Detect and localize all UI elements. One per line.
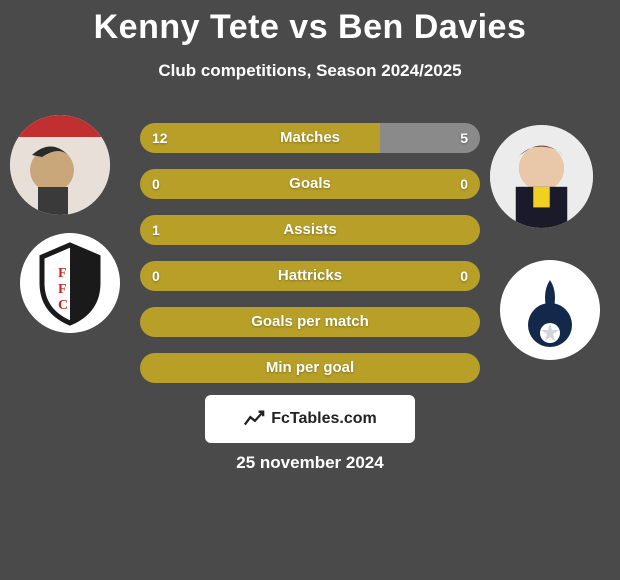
stat-bar-left: [140, 215, 480, 245]
player-left-avatar: [10, 115, 110, 215]
svg-text:F: F: [58, 266, 67, 281]
source-badge: FcTables.com: [205, 395, 415, 443]
subtitle: Club competitions, Season 2024/2025: [0, 61, 620, 81]
stat-bar-left: [140, 123, 380, 153]
stat-row: Goals00: [140, 169, 480, 199]
stat-bar-left: [140, 307, 480, 337]
svg-text:F: F: [58, 282, 67, 297]
stat-row: Min per goal: [140, 353, 480, 383]
club-right-badge: [500, 260, 600, 360]
club-left-badge: F F C: [20, 233, 120, 333]
stat-bar-left: [140, 261, 480, 291]
date-label: 25 november 2024: [0, 453, 620, 473]
player-right-avatar: [490, 125, 593, 228]
stat-row: Matches125: [140, 123, 480, 153]
stat-row: Assists1: [140, 215, 480, 245]
source-label: FcTables.com: [271, 410, 377, 428]
stat-bar-right: [380, 123, 480, 153]
chart-icon: [243, 408, 265, 430]
page-title: Kenny Tete vs Ben Davies: [0, 0, 620, 47]
stat-row: Goals per match: [140, 307, 480, 337]
svg-text:C: C: [58, 298, 68, 313]
comparison-bars: Matches125 Goals00 Assists1 Hattricks00 Goal…: [140, 123, 480, 399]
stat-bar-left: [140, 169, 480, 199]
stat-row: Hattricks00: [140, 261, 480, 291]
stat-bar-left: [140, 353, 480, 383]
